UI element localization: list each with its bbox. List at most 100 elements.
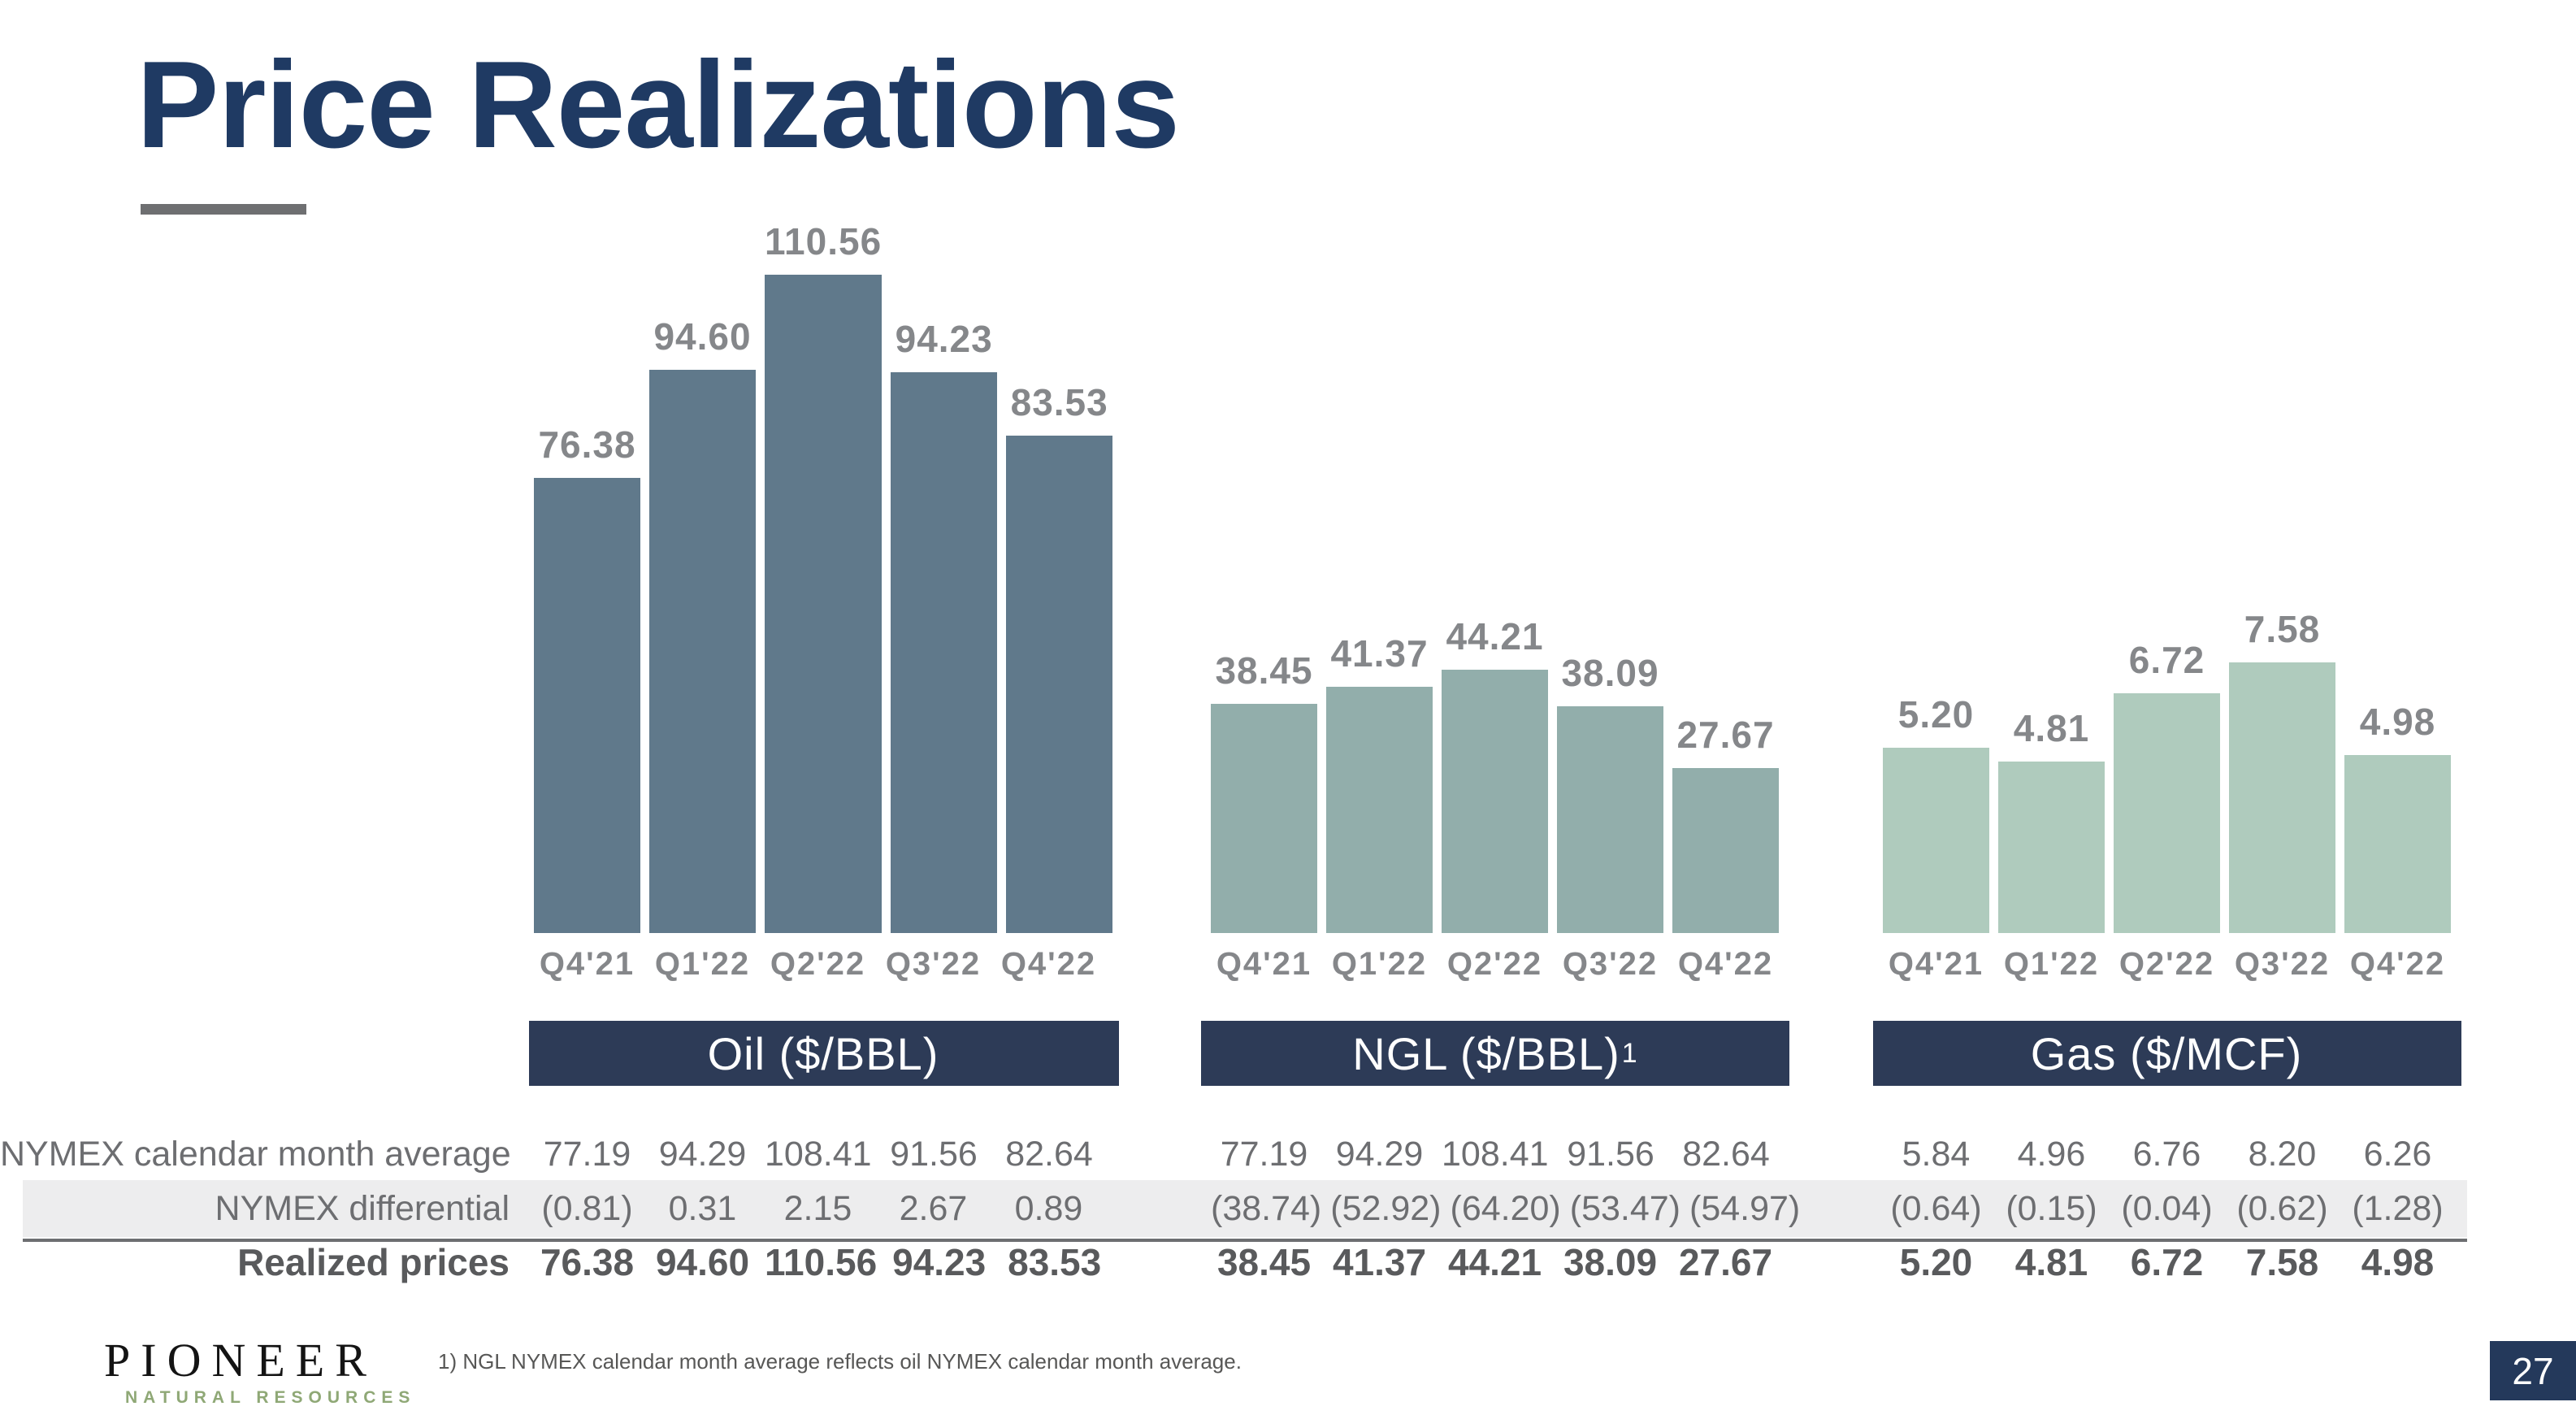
table-cell: 6.72	[2130, 1241, 2204, 1283]
table-cell: 4.98	[2361, 1241, 2435, 1283]
oil-nymex-average-row: 77.19 94.29 108.41 91.56 82.64	[534, 1136, 1103, 1172]
table-cell: 110.56	[765, 1241, 878, 1283]
bar-value-label: 94.23	[895, 318, 993, 360]
table-cell: 44.21	[1447, 1241, 1542, 1283]
realized-prices-separator	[23, 1239, 2467, 1242]
table-cell: 5.84	[1902, 1135, 1971, 1174]
bar	[765, 275, 883, 933]
bar-column: 4.98	[2344, 700, 2451, 933]
gas-x-axis: Q4'21 Q1'22 Q2'22 Q3'22 Q4'22	[1883, 946, 2451, 983]
x-axis-label: Q3'22	[2234, 946, 2331, 982]
bar-column: 5.20	[1883, 692, 1989, 933]
bar-value-label: 4.81	[2013, 707, 2090, 749]
table-cell: 91.56	[1567, 1135, 1654, 1174]
table-cell: (1.28)	[2352, 1189, 2444, 1228]
bar-column: 83.53	[1006, 380, 1113, 933]
ngl-bar-chart: 38.45 41.37 44.21 38.09 27.67	[1211, 202, 1779, 933]
ngl-nymex-differential-row: (38.74) (52.92) (64.20) (53.47) (54.97)	[1211, 1180, 1800, 1237]
table-cell: (64.20)	[1450, 1189, 1561, 1228]
gas-nymex-average-row: 5.84 4.96 6.76 8.20 6.26	[1883, 1136, 2451, 1172]
title-underline	[141, 204, 306, 215]
table-cell: (0.81)	[541, 1189, 633, 1228]
gas-chart-title: Gas ($/MCF)	[2030, 1027, 2303, 1079]
differential-row-highlight	[23, 1180, 2467, 1237]
pioneer-logo-subtitle: NATURAL RESOURCES	[125, 1388, 416, 1407]
table-cell: 108.41	[1442, 1135, 1549, 1174]
x-axis-label: Q1'22	[2003, 946, 2100, 982]
table-cell: 38.45	[1216, 1241, 1312, 1283]
table-cell: 2.15	[783, 1189, 852, 1228]
bar	[1672, 768, 1779, 933]
bar	[1998, 762, 2105, 933]
table-cell: 0.89	[1014, 1189, 1083, 1228]
bar-column: 4.81	[1998, 706, 2105, 933]
table-cell: (52.92)	[1330, 1189, 1442, 1228]
oil-x-axis: Q4'21 Q1'22 Q2'22 Q3'22 Q4'22	[534, 946, 1102, 983]
bar	[1557, 706, 1663, 933]
table-cell: 83.53	[1008, 1241, 1102, 1283]
bar-column: 110.56	[765, 219, 883, 933]
footnote: 1) NGL NYMEX calendar month average refl…	[438, 1349, 1242, 1374]
bar-value-label: 4.98	[2359, 701, 2436, 743]
bar-column: 6.72	[2114, 638, 2220, 933]
table-cell: (54.97)	[1689, 1189, 1801, 1228]
page-number-badge: 27	[2490, 1341, 2576, 1400]
table-cell: 94.60	[655, 1241, 750, 1283]
x-axis-label: Q1'22	[1331, 946, 1428, 982]
oil-bar-chart: 76.38 94.60 110.56 94.23 83.53	[534, 202, 1113, 933]
bar-column: 38.45	[1211, 649, 1317, 933]
bar-column: 7.58	[2229, 607, 2335, 933]
row-label-nymex-differential: NYMEX differential	[215, 1189, 510, 1228]
table-cell: (0.04)	[2121, 1189, 2213, 1228]
gas-bar-chart: 5.20 4.81 6.72 7.58 4.98	[1883, 202, 2451, 933]
bar-column: 94.23	[891, 317, 998, 933]
bar-column: 44.21	[1442, 614, 1548, 933]
x-axis-label: Q4'21	[1888, 946, 1984, 982]
ngl-chart-title: NGL ($/BBL)	[1352, 1027, 1620, 1079]
bar	[891, 372, 998, 933]
x-axis-label: Q2'22	[2118, 946, 2215, 982]
bar-column: 94.60	[649, 315, 756, 933]
table-cell: 0.31	[668, 1189, 737, 1228]
bar	[1006, 436, 1113, 933]
bar-value-label: 44.21	[1446, 615, 1544, 658]
bar	[649, 370, 756, 933]
page-title: Price Realizations	[137, 36, 1180, 174]
x-axis-label: Q2'22	[1446, 946, 1543, 982]
bar-value-label: 27.67	[1676, 714, 1775, 756]
table-cell: 2.67	[899, 1189, 968, 1228]
table-cell: 82.64	[1682, 1135, 1770, 1174]
x-axis-label: Q4'22	[1000, 946, 1097, 982]
bar-value-label: 76.38	[538, 423, 636, 466]
bar-value-label: 38.09	[1561, 652, 1659, 694]
bar	[1442, 670, 1548, 933]
table-cell: 41.37	[1332, 1241, 1427, 1283]
gas-realized-prices-row: 5.20 4.81 6.72 7.58 4.98	[1883, 1244, 2451, 1281]
row-label-realized-prices: Realized prices	[237, 1241, 510, 1283]
oil-realized-prices-row: 76.38 94.60 110.56 94.23 83.53	[534, 1244, 1108, 1281]
bar-value-label: 5.20	[1897, 693, 1975, 736]
table-cell: 27.67	[1678, 1241, 1773, 1283]
ngl-nymex-average-row: 77.19 94.29 108.41 91.56 82.64	[1211, 1136, 1780, 1172]
x-axis-label: Q4'22	[1677, 946, 1774, 982]
table-cell: 94.29	[1335, 1135, 1424, 1174]
table-cell: 6.76	[2132, 1135, 2201, 1174]
ngl-chart-header: NGL ($/BBL) 1	[1201, 1021, 1789, 1086]
bar-value-label: 41.37	[1330, 632, 1429, 675]
row-label-nymex-average: NYMEX calendar month average	[0, 1135, 511, 1174]
table-cell: 82.64	[1005, 1135, 1093, 1174]
x-axis-label: Q4'21	[1216, 946, 1312, 982]
pioneer-logo: PIONEER	[104, 1334, 377, 1387]
table-cell: 38.09	[1563, 1241, 1658, 1283]
bar	[2114, 693, 2220, 933]
ngl-x-axis: Q4'21 Q1'22 Q2'22 Q3'22 Q4'22	[1211, 946, 1779, 983]
table-cell: (0.15)	[2006, 1189, 2097, 1228]
table-cell: 5.20	[1899, 1241, 1973, 1283]
oil-chart-header: Oil ($/BBL)	[529, 1021, 1119, 1086]
bar-value-label: 83.53	[1010, 381, 1108, 423]
table-cell: (0.62)	[2236, 1189, 2328, 1228]
bar-column: 27.67	[1672, 713, 1779, 933]
table-cell: 76.38	[540, 1241, 635, 1283]
x-axis-label: Q1'22	[654, 946, 751, 982]
x-axis-label: Q3'22	[1562, 946, 1659, 982]
